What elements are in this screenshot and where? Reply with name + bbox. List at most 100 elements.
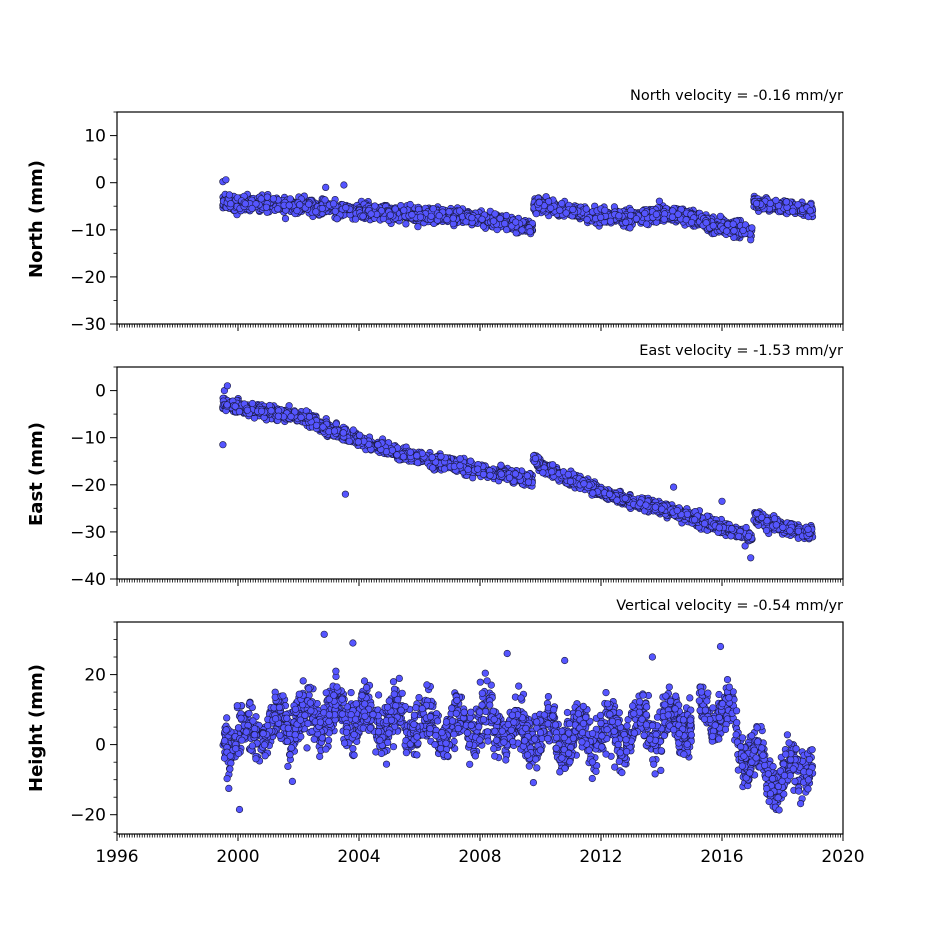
data-point [658,505,666,513]
data-point [683,510,692,518]
data-point [723,227,731,235]
data-point [729,220,737,228]
north-y-axis-label: North (mm) [26,160,47,278]
data-point [806,207,814,215]
outlier-point [223,382,231,390]
data-point [518,226,526,234]
data-point [286,195,294,203]
data-point [269,195,278,203]
east-panel-title: East velocity = -1.53 mm/yr [639,343,843,359]
data-point [490,217,498,225]
data-point [354,438,362,446]
data-point [435,212,443,220]
data-point [627,211,635,219]
data-point [445,208,453,216]
data-point [297,413,305,422]
data-point [235,408,243,416]
data-point [371,202,379,210]
data-point [660,215,668,223]
data-point [296,201,304,209]
data-point [505,474,514,482]
data-point [241,200,249,208]
data-point [352,215,360,223]
data-point [772,196,780,204]
data-point [613,496,621,504]
y-tick-label: −20 [70,268,106,288]
data-point [564,470,572,479]
data-point [486,471,494,480]
data-point [739,226,747,235]
data-point [549,461,557,469]
data-point [558,199,566,208]
data-point [702,219,710,227]
data-point [305,413,314,421]
data-point [622,218,630,226]
outlier-point [747,554,755,562]
data-point [651,503,660,511]
data-point [742,523,750,532]
data-point [262,203,271,211]
data-point [414,223,422,231]
data-point [274,205,282,213]
data-point [479,470,488,479]
data-point [523,472,531,480]
data-point [779,523,787,532]
data-point [709,222,717,230]
data-point [789,207,797,215]
data-point [367,210,375,218]
data-point [641,209,649,217]
data-point [532,210,540,218]
data-point [556,206,564,214]
data-point [511,470,520,478]
data-point [772,521,780,529]
data-point [243,406,251,414]
data-point [464,465,472,474]
east-axis-ticks: 0−10−20−30−40 [70,366,844,590]
data-point [690,516,699,524]
data-point [399,453,408,461]
data-point [562,209,570,217]
data-point [605,490,614,498]
east-panel: East velocity = -1.53 mm/yr East (mm) 0−… [26,343,844,590]
data-point [263,193,271,201]
north-data-points [219,176,817,244]
data-point [535,198,543,207]
data-point [539,469,547,477]
data-point [374,441,382,449]
data-point [700,519,709,528]
east-y-axis-label: East (mm) [26,422,47,526]
data-point [597,213,605,221]
data-point [429,464,437,472]
data-point [589,489,597,497]
data-point [342,204,350,212]
data-point [388,446,397,454]
data-point [715,524,723,532]
data-point [456,462,464,470]
data-point [531,454,540,463]
data-point [752,199,761,208]
data-point [502,211,511,220]
y-tick-label: −10 [70,221,106,241]
outlier-point [219,441,227,449]
data-point [406,448,415,456]
data-point [223,401,231,409]
data-point [716,212,725,220]
data-point [748,224,756,232]
outlier-point [322,183,330,191]
north-panel-title: North velocity = -0.16 mm/yr [630,88,843,104]
outlier-point [718,497,726,505]
data-point [333,215,341,223]
data-point [478,215,486,223]
data-point [642,501,650,509]
data-point [615,212,623,220]
data-point [547,204,555,212]
data-point [491,210,499,218]
data-point [257,195,265,203]
data-point [274,412,283,420]
data-point [427,212,435,220]
data-point [428,453,436,462]
data-point [794,201,802,209]
data-point [331,207,339,215]
data-point [548,468,556,476]
data-point [414,459,422,467]
